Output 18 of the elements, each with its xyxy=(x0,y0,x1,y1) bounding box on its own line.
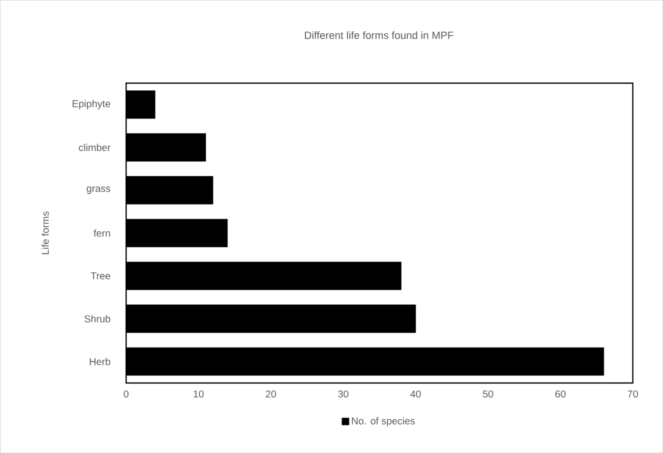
x-tick-label: 70 xyxy=(628,390,638,398)
y-tick-label: Tree xyxy=(90,272,110,280)
x-tick-label: 0 xyxy=(124,390,129,398)
y-tick-label: fern xyxy=(94,229,110,237)
y-tick-label: Epiphyte xyxy=(72,100,110,110)
x-tick-label: 20 xyxy=(266,390,276,398)
chart-title: Different life forms found in MPF xyxy=(304,31,454,39)
y-tick-label: climber xyxy=(78,144,110,151)
x-tick-label: 30 xyxy=(338,390,348,398)
y-tick-label: Shrub xyxy=(84,315,110,322)
y-axis-title: Life forms xyxy=(42,212,49,254)
legend-label: No. of species xyxy=(352,417,415,426)
x-tick-label: 10 xyxy=(194,390,204,398)
y-tick-label: grass xyxy=(86,186,110,194)
y-tick-label: Herb xyxy=(90,358,110,366)
x-tick-label: 40 xyxy=(410,390,421,398)
x-tick-label: 50 xyxy=(482,390,494,398)
x-tick-label: 60 xyxy=(555,390,566,398)
